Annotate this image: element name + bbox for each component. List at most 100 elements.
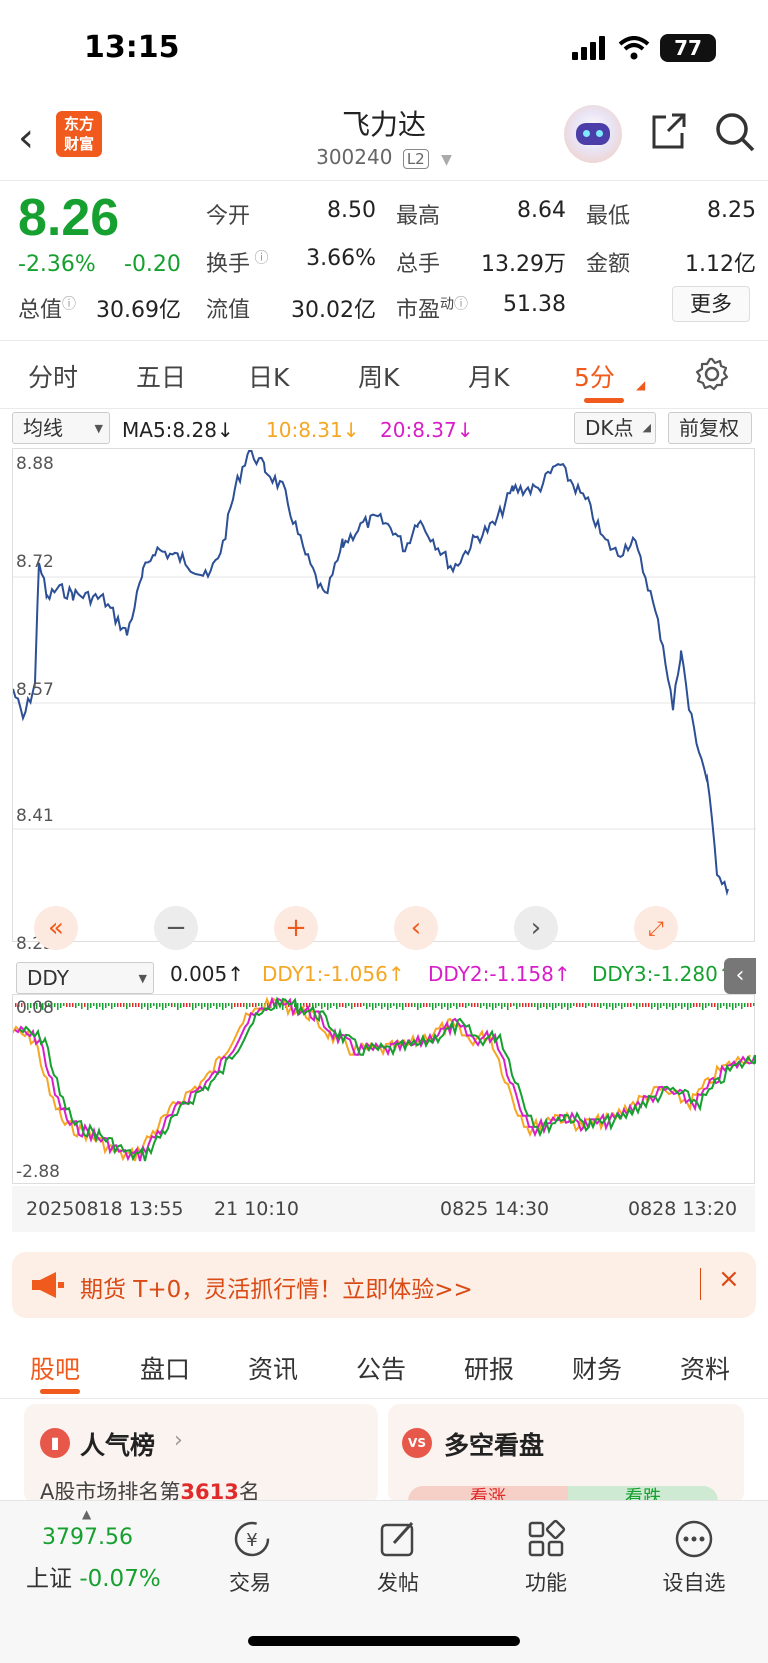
dk-point-label: DK点	[585, 416, 634, 440]
promo-banner[interactable]: 期货 T+0，灵活抓行情！立即体验>> ×	[12, 1252, 756, 1318]
zoom-out-button[interactable]: −	[154, 906, 198, 950]
low-label: 最低	[586, 204, 631, 229]
tab-news[interactable]: 资讯	[248, 1355, 299, 1384]
tab-daily-k[interactable]: 日K	[248, 363, 290, 392]
ddy-bar	[513, 1003, 515, 1006]
tab-announcements[interactable]: 公告	[356, 1355, 407, 1384]
ddy-bar	[381, 1003, 383, 1009]
stock-code-row[interactable]: 300240 L2 ▼	[0, 145, 768, 169]
ddy-bar	[24, 1003, 26, 1007]
index-value[interactable]: 3797.56	[42, 1525, 133, 1550]
tab-order-book[interactable]: 盘口	[140, 1355, 191, 1384]
grid-functions-icon[interactable]	[526, 1519, 566, 1559]
fullscreen-icon[interactable]: ⤢	[634, 906, 678, 950]
scroll-right-button[interactable]: ›	[514, 906, 558, 950]
ddy-bar	[345, 1003, 347, 1008]
more-button[interactable]: 更多	[672, 286, 750, 322]
ddy-bar	[510, 1003, 512, 1007]
ddy-bar	[78, 1003, 80, 1006]
scroll-to-start-button[interactable]: «	[34, 906, 78, 950]
trade-label[interactable]: 交易	[229, 1571, 271, 1595]
ddy-bar	[552, 1003, 554, 1010]
zoom-in-button[interactable]: +	[274, 906, 318, 950]
ddy-bar	[429, 1003, 431, 1007]
ddy-bar	[201, 1003, 203, 1009]
ddy-bar	[180, 1003, 182, 1008]
popularity-card[interactable]: ▮ 人气榜 › A股市场排名第3613名	[24, 1404, 378, 1504]
tab-financials[interactable]: 财务	[572, 1355, 623, 1384]
ddy-bar	[453, 1003, 455, 1006]
ddy-bar	[123, 1003, 125, 1007]
ddy-bar	[672, 1003, 674, 1010]
ddy-bar	[357, 1003, 359, 1007]
ddy-bar	[492, 1003, 494, 1010]
ddy-bar	[204, 1003, 206, 1007]
edit-post-icon[interactable]	[378, 1519, 418, 1559]
x-label-3: 0825 14:30	[440, 1198, 550, 1220]
ddy-bar	[114, 1003, 116, 1007]
share-icon[interactable]	[648, 111, 688, 151]
tab-research[interactable]: 研报	[464, 1355, 515, 1384]
ddy-bar	[546, 1003, 548, 1009]
ddy-bar	[501, 1003, 503, 1009]
close-icon[interactable]: ×	[718, 1264, 740, 1294]
ddy-bar	[198, 1003, 200, 1006]
ddy-bar	[594, 1003, 596, 1007]
ma-select[interactable]: 均线 ▼	[12, 412, 110, 444]
tab-forum[interactable]: 股吧	[30, 1355, 81, 1384]
ddy-bar	[378, 1003, 380, 1006]
price-chart[interactable]	[12, 448, 756, 942]
logo-text-2: 财富	[63, 135, 94, 153]
ddy-bar	[432, 1003, 434, 1010]
settings-gear-icon[interactable]	[694, 356, 730, 392]
ddy-bar	[333, 1003, 335, 1006]
more-dots-icon[interactable]	[674, 1519, 714, 1559]
back-icon[interactable]: ‹	[18, 115, 34, 161]
tab-five-day[interactable]: 五日	[136, 363, 187, 392]
ma-select-label: 均线	[23, 416, 63, 440]
trade-icon[interactable]: ¥	[230, 1519, 274, 1559]
ddy-bar	[642, 1003, 644, 1007]
ddy-bar	[27, 1003, 29, 1010]
vs-icon: VS	[402, 1428, 432, 1458]
ddy-bar	[87, 1003, 89, 1010]
caret-up-icon: ▲	[82, 1507, 92, 1521]
watchlist-label[interactable]: 设自选	[662, 1571, 726, 1595]
functions-label[interactable]: 功能	[525, 1571, 567, 1595]
ddy-bar	[534, 1003, 536, 1007]
level2-badge: L2	[402, 149, 429, 169]
ddy-bar	[480, 1003, 482, 1008]
volume-label: 总手	[396, 252, 441, 277]
sentiment-card[interactable]: VS 多空看盘 看涨 看跌	[388, 1404, 744, 1516]
ddy-bar	[192, 1003, 194, 1010]
post-label[interactable]: 发帖	[377, 1571, 419, 1595]
search-icon[interactable]	[714, 111, 756, 153]
tab-monthly-k[interactable]: 月K	[468, 363, 510, 392]
ddy-select[interactable]: DDY ▼	[16, 962, 154, 994]
adjust-select[interactable]: 前复权	[668, 412, 752, 444]
tab-five-minute[interactable]: 5分	[574, 363, 615, 392]
ddy-bar	[189, 1003, 191, 1007]
dk-point-select[interactable]: DK点 ◢	[574, 412, 656, 444]
ddy3-line	[19, 996, 756, 1162]
ddy-bars	[15, 1003, 755, 1010]
ddy-bar	[219, 1003, 221, 1007]
collapse-panel-icon[interactable]: ‹	[724, 958, 756, 994]
ddy-bar	[321, 1003, 323, 1009]
tab-profile[interactable]: 资料	[680, 1355, 731, 1384]
tab-intraday[interactable]: 分时	[28, 363, 79, 392]
ddy-bar	[666, 1003, 668, 1009]
scroll-left-button[interactable]: ‹	[394, 906, 438, 950]
ddy-bar	[222, 1003, 224, 1010]
ddy-bar	[435, 1003, 437, 1008]
amount-label: 金额	[586, 252, 631, 277]
index-row[interactable]: 上证 -0.07%	[26, 1566, 161, 1592]
ddy-bar	[702, 1003, 704, 1010]
ddy-bar	[156, 1003, 158, 1009]
tab-weekly-k[interactable]: 周K	[358, 363, 400, 392]
ddy-bar	[630, 1003, 632, 1007]
ddy-bar	[495, 1003, 497, 1008]
ai-assistant-avatar[interactable]	[564, 105, 622, 163]
ddy-chart[interactable]	[9, 994, 756, 1184]
ddy-bar	[360, 1003, 362, 1007]
